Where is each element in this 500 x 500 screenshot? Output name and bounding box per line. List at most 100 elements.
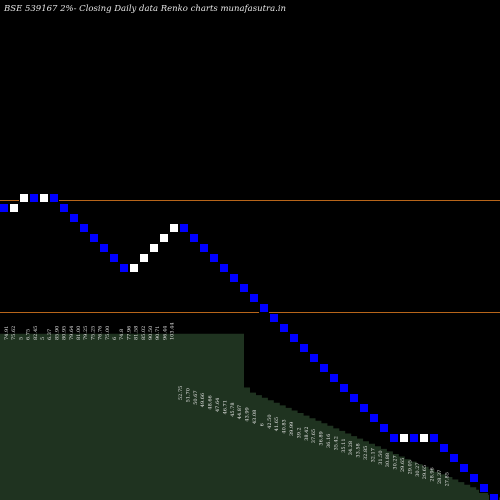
price-label: 82.45: [33, 326, 39, 340]
price-label: 6.75: [26, 329, 32, 340]
renko-brick-down: [229, 273, 239, 283]
price-label: 28.37: [437, 470, 443, 484]
price-label: 43.99: [245, 407, 251, 421]
renko-brick-down: [239, 283, 249, 293]
price-label: 33.58: [356, 443, 362, 457]
price-label: 27.85: [444, 472, 450, 486]
renko-brick-down: [389, 433, 399, 443]
price-label: 79.25: [83, 326, 89, 340]
price-label: 6: [259, 423, 265, 426]
renko-brick-down: [249, 293, 259, 303]
price-label: 46.71: [222, 400, 228, 414]
price-label: 5: [18, 337, 24, 340]
price-label: 45.78: [230, 402, 236, 416]
volume-area: [0, 333, 500, 500]
renko-brick-down: [489, 493, 499, 500]
price-label: 39.99: [289, 422, 295, 436]
price-label: 96.44: [162, 326, 168, 340]
renko-brick-down: [189, 233, 199, 243]
volume-layer: [0, 333, 500, 500]
price-label: 38.42: [304, 426, 310, 440]
price-label: 49.66: [200, 393, 206, 407]
price-label: 30.27: [393, 455, 399, 469]
price-label: 30.88: [385, 453, 391, 467]
renko-brick-down: [379, 423, 389, 433]
price-label: 79.64: [69, 326, 75, 340]
reference-lines: [0, 200, 500, 313]
renko-brick-down: [449, 453, 459, 463]
price-label: 85.02: [141, 326, 147, 340]
renko-brick-up: [139, 253, 149, 263]
price-label: 48.66: [208, 395, 214, 409]
price-label: 39.2: [296, 427, 302, 438]
renko-brick-down: [119, 263, 129, 273]
renko-brick-down: [269, 313, 279, 323]
price-label: 35.42: [333, 436, 339, 450]
price-label: 42.50: [267, 414, 273, 428]
renko-brick-down: [359, 403, 369, 413]
price-label: 6: [112, 337, 118, 340]
renko-brick-down: [279, 323, 289, 333]
price-labels: 74.91 75.62 5 6.75 82.45 5 6.37 85.90 80.95 79.64…: [4, 323, 450, 487]
price-label: 35.11: [341, 438, 347, 452]
price-label: 28.96: [430, 467, 436, 481]
renko-brick-down: [89, 233, 99, 243]
renko-brick-down: [349, 393, 359, 403]
price-label: 52.75: [178, 386, 184, 400]
price-label: 5: [40, 337, 46, 340]
price-label: 74.8: [119, 329, 125, 340]
renko-brick-down: [289, 333, 299, 343]
renko-brick-up: [399, 433, 409, 443]
price-label: 80.95: [62, 326, 68, 340]
renko-brick-down: [299, 343, 309, 353]
renko-brick-down: [259, 303, 269, 313]
renko-brick-down: [319, 363, 329, 373]
renko-brick-down: [79, 223, 89, 233]
price-label: 76.76: [98, 326, 104, 340]
renko-brick-down: [49, 193, 59, 203]
renko-brick-down: [369, 413, 379, 423]
price-label: 44.87: [237, 405, 243, 419]
chart-title: BSE 539167 2%- Closing Daily data Renko …: [3, 4, 286, 14]
price-label: 50.67: [193, 390, 199, 404]
price-label: 85.90: [54, 326, 60, 340]
renko-brick-down: [429, 433, 439, 443]
renko-brick-down: [219, 263, 229, 273]
renko-brick-up: [129, 263, 139, 273]
renko-brick-down: [69, 213, 79, 223]
renko-brick-up: [169, 223, 179, 233]
price-label: 90.71: [155, 326, 161, 340]
renko-brick-down: [0, 203, 9, 213]
price-label: 77.96: [126, 326, 132, 340]
renko-brick-up: [39, 193, 49, 203]
price-label: 75.25: [90, 326, 96, 340]
renko-brick-up: [159, 233, 169, 243]
renko-brick-down: [309, 353, 319, 363]
renko-brick-up: [419, 433, 429, 443]
price-label: 29.65: [400, 458, 406, 472]
price-label: 75.62: [11, 326, 17, 340]
price-label: 40.83: [282, 419, 288, 433]
price-label: 81.58: [134, 326, 140, 340]
price-label: 90.50: [148, 326, 154, 340]
price-label: 43.08: [252, 410, 258, 424]
price-label: 6.37: [47, 329, 53, 340]
price-label: 47.64: [215, 398, 221, 412]
renko-brick-down: [99, 243, 109, 253]
price-label: 41.65: [274, 417, 280, 431]
price-label: 32.85: [363, 446, 369, 460]
renko-brick-up: [9, 203, 19, 213]
renko-brick-up: [149, 243, 159, 253]
renko-brick-down: [109, 253, 119, 263]
renko-brick-down: [339, 383, 349, 393]
renko-brick-down: [209, 253, 219, 263]
price-label: 103.44: [170, 323, 176, 341]
renko-brick-down: [469, 473, 479, 483]
price-label: 36.89: [319, 431, 325, 445]
price-label: 30.27: [415, 462, 421, 476]
renko-brick-down: [459, 463, 469, 473]
renko-brick-down: [479, 483, 489, 493]
price-label: 32.17: [370, 448, 376, 462]
